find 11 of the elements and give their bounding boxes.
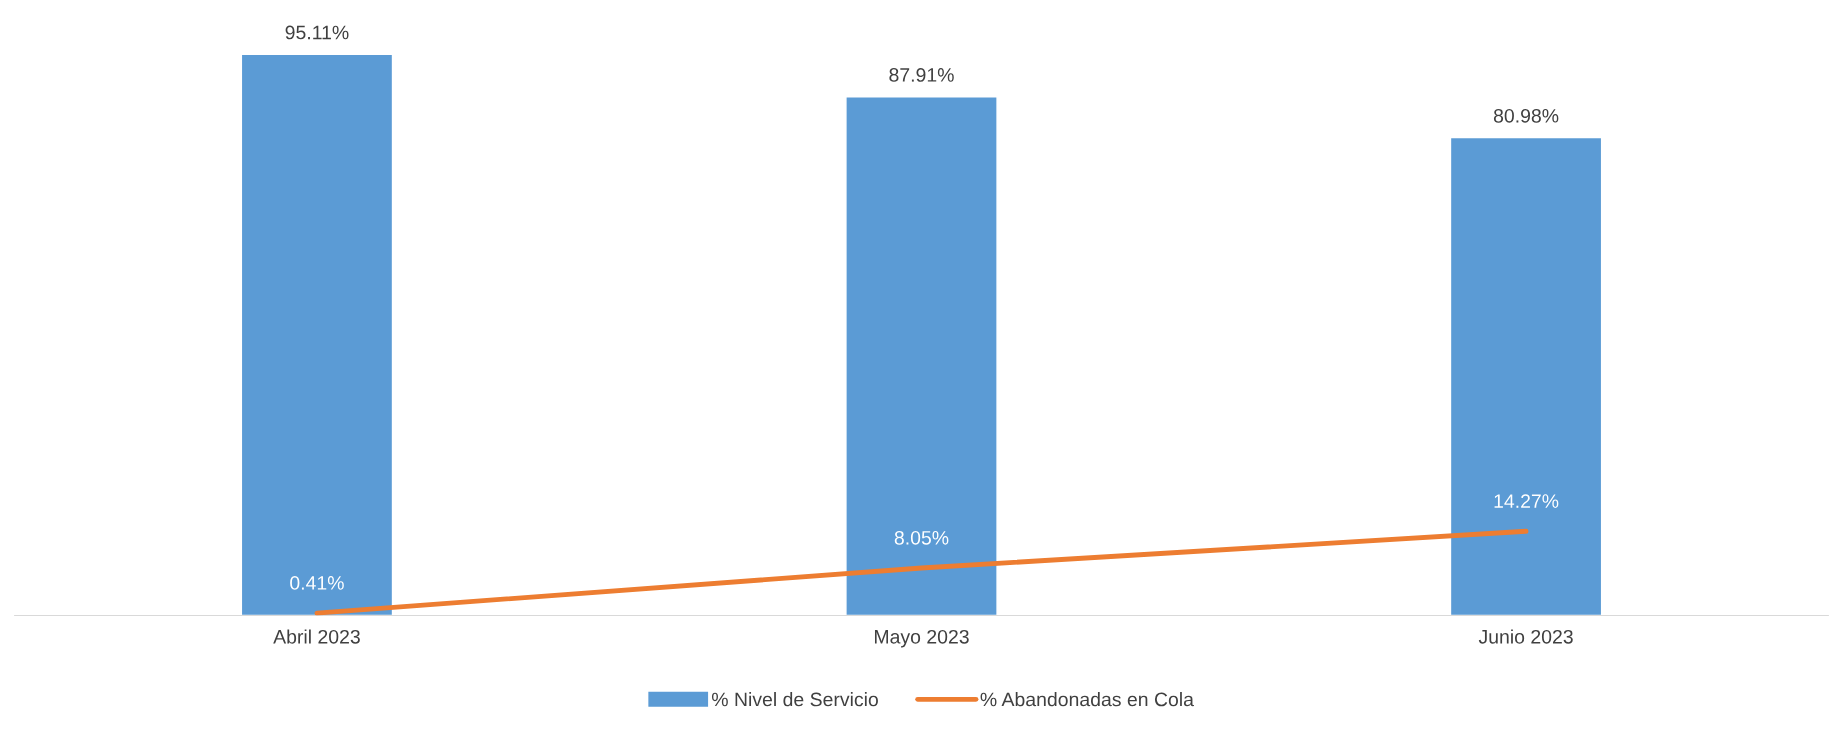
data-label: 87.91% [889,68,954,82]
x-tick-label: Abril 2023 [273,629,360,644]
data-label: 8.05% [894,530,949,545]
x-tick-label: Junio 2023 [1478,629,1573,644]
x-tick-label: Mayo 2023 [874,629,969,648]
legend-label: % Abandonadas en Cola [980,692,1194,707]
data-label: 14.27% [1494,494,1559,508]
data-label: 0.41% [290,576,344,590]
data-label: 80.98% [1493,108,1559,123]
legend-label: % Nivel de Servicio [711,692,878,707]
data-label: 95.11% [285,25,349,40]
